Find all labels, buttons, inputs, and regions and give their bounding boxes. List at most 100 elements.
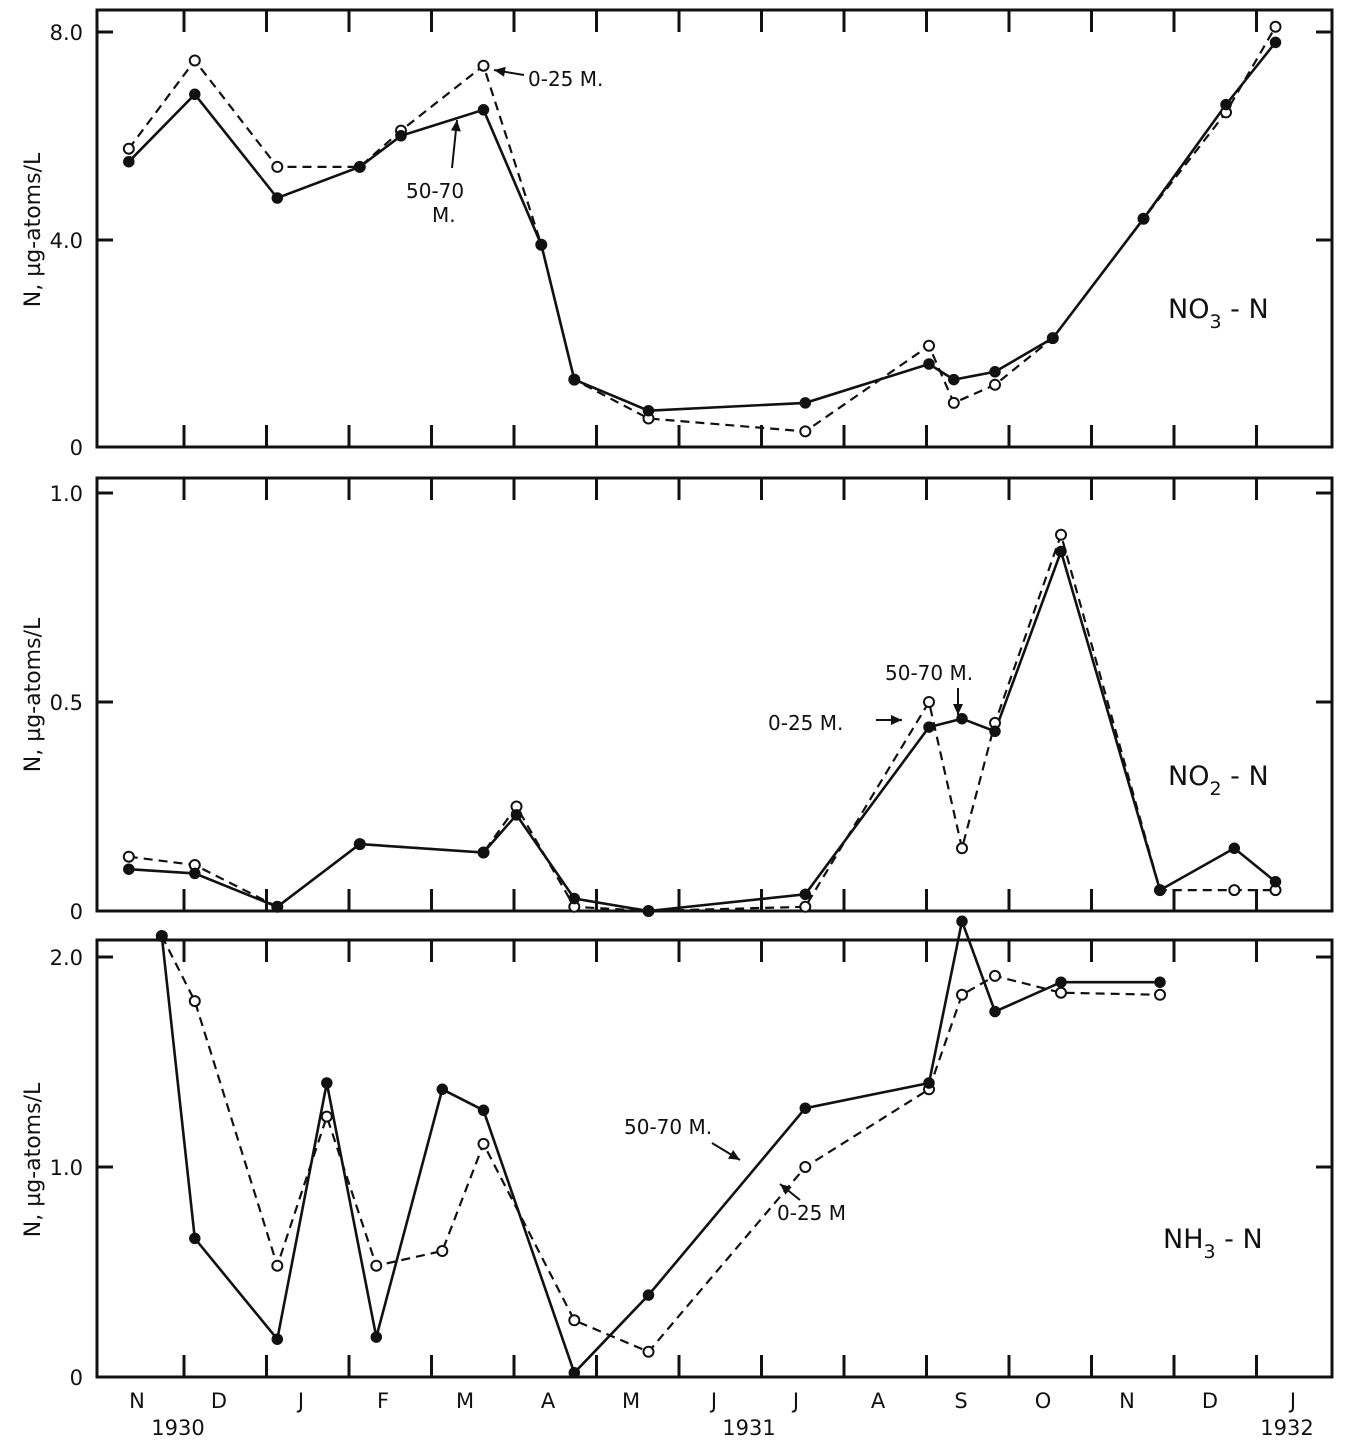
data-point-filled xyxy=(956,712,968,725)
data-point-filled xyxy=(799,1102,812,1114)
data-point-open xyxy=(477,1137,490,1150)
annotation-0-25: 0-25 M. xyxy=(528,67,603,91)
series-line-solid xyxy=(127,41,1277,413)
data-point-open xyxy=(1055,986,1067,999)
x-year-label: 1930 xyxy=(151,1416,204,1440)
x-month-label: J xyxy=(791,1389,799,1413)
y-tick-label: 1.0 xyxy=(50,482,83,506)
data-point-filled xyxy=(568,1367,581,1379)
data-point-filled xyxy=(799,888,812,901)
data-point-filled xyxy=(123,863,135,875)
annotation-arrow-50-70 xyxy=(711,1142,741,1161)
data-point-open xyxy=(1154,988,1166,1001)
data-point-open xyxy=(271,160,284,173)
panel-3: 2.0 1.0 0 N, µg-atoms/L NH3 - N xyxy=(21,915,1334,1390)
data-point-filled xyxy=(1220,98,1232,111)
data-point-filled xyxy=(1137,212,1150,225)
series-line-solid xyxy=(160,916,1160,1376)
x-month-label: O xyxy=(1035,1389,1052,1413)
x-month-label: D xyxy=(1202,1389,1218,1413)
y-tick-label: 0 xyxy=(70,1366,83,1390)
data-point-filled xyxy=(354,838,366,850)
x-month-label: M xyxy=(622,1389,640,1413)
y-tick-label: 0 xyxy=(70,436,83,460)
y-axis-label: N, µg-atoms/L xyxy=(21,152,46,307)
annotation-50-70: 50-70 M. xyxy=(624,1115,712,1139)
data-point-filled xyxy=(568,892,581,905)
arrow-head xyxy=(728,1150,740,1160)
data-point-open xyxy=(989,378,1001,391)
data-point-filled xyxy=(989,1005,1001,1018)
x-month-label: D xyxy=(211,1389,227,1413)
data-point-filled xyxy=(923,721,935,733)
data-point-filled xyxy=(271,192,284,204)
data-point-filled xyxy=(1055,545,1067,558)
panel-label: NO3 - N xyxy=(1168,294,1269,333)
data-point-filled xyxy=(436,1083,449,1096)
arrow-head xyxy=(450,120,461,132)
data-point-filled xyxy=(1154,884,1166,896)
data-point-open xyxy=(271,1259,284,1272)
data-point-filled xyxy=(956,915,968,928)
data-point-open xyxy=(436,1245,449,1257)
annotation-arrow-0-25 xyxy=(493,66,525,77)
data-point-filled xyxy=(535,238,548,251)
y-tick-label: 0 xyxy=(70,900,83,924)
data-point-open xyxy=(956,988,968,1001)
data-point-open xyxy=(923,339,935,352)
data-point-filled xyxy=(189,867,201,880)
annotation-0-25: 0-25 M xyxy=(777,1201,846,1225)
x-month-label: N xyxy=(129,1389,145,1413)
series-line-dashed xyxy=(127,26,1277,433)
annotation-50-70: 50-70 xyxy=(406,179,464,203)
data-point-filled xyxy=(370,1331,383,1343)
annotation-50-70: 50-70 M. xyxy=(885,661,973,685)
x-month-label: J xyxy=(1288,1389,1296,1413)
data-point-filled xyxy=(948,373,960,386)
data-point-filled xyxy=(1228,842,1241,855)
data-point-open xyxy=(188,54,201,67)
data-point-filled xyxy=(1047,332,1059,344)
annotation-arrow-50-70 xyxy=(953,688,963,715)
data-point-filled xyxy=(354,161,366,173)
arrow-head xyxy=(953,704,963,715)
arrow-head xyxy=(780,1184,792,1195)
data-point-filled xyxy=(1269,875,1282,888)
annotation-arrow-0-25 xyxy=(876,715,902,725)
series-line-solid xyxy=(128,547,1277,913)
annotation-50-70-unit: M. xyxy=(432,203,456,227)
x-month-label: J xyxy=(296,1389,304,1413)
data-point-filled xyxy=(189,88,201,101)
data-point-filled xyxy=(321,1077,333,1089)
y-tick-label: 2.0 xyxy=(50,946,83,970)
y-tick-label: 1.0 xyxy=(50,1156,83,1180)
data-point-open xyxy=(188,995,201,1008)
x-month-label: S xyxy=(954,1389,967,1413)
data-point-filled xyxy=(989,725,1001,738)
data-point-filled xyxy=(642,1289,655,1301)
data-point-open xyxy=(923,696,935,708)
data-point-filled xyxy=(395,130,407,142)
y-tick-label: 0.5 xyxy=(50,691,83,715)
data-point-open xyxy=(947,396,960,409)
x-month-label: M xyxy=(456,1389,474,1413)
plot-frame xyxy=(95,476,1334,913)
data-point-filled xyxy=(477,846,490,859)
data-point-filled xyxy=(1055,976,1067,988)
y-axis-label: N, µg-atoms/L xyxy=(21,1082,46,1237)
plot-frame xyxy=(95,938,1334,1379)
x-month-label: N xyxy=(1119,1389,1135,1413)
panel-label: NH3 - N xyxy=(1163,1224,1263,1263)
data-point-filled xyxy=(1269,36,1282,49)
data-point-open xyxy=(799,1161,812,1173)
data-point-open xyxy=(989,969,1001,982)
data-point-open xyxy=(799,900,812,913)
y-axis-label: N, µg-atoms/L xyxy=(21,617,46,772)
data-point-open xyxy=(568,1314,581,1327)
data-point-open xyxy=(370,1259,383,1272)
annotation-0-25: 0-25 M. xyxy=(768,711,843,735)
series-line-dashed xyxy=(160,935,1161,1354)
panel-2: 1.0 0.5 0 N, µg-atoms/L NO2 - N xyxy=(21,476,1334,924)
series-line-dashed xyxy=(128,531,1276,913)
